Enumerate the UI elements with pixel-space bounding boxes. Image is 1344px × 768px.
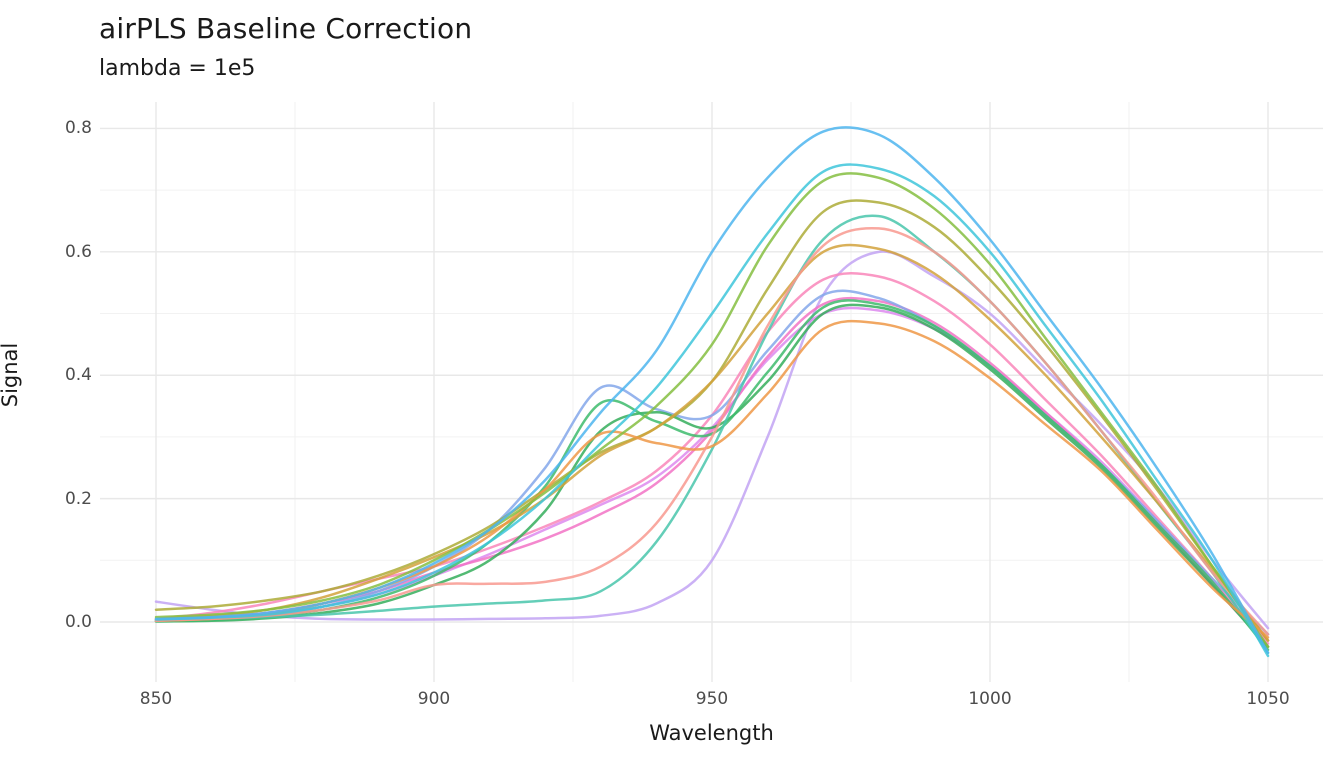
series-line-salmon — [154, 226, 1270, 636]
y-tick-label-0.6: 0.6 — [64, 241, 92, 262]
y-tick-label-0.2: 0.2 — [64, 488, 92, 509]
series-line-yellowgreen — [154, 172, 1270, 648]
x-tick-label-1050: 1050 — [1246, 689, 1290, 709]
series-line-lavender — [154, 250, 1270, 630]
chart-subtitle: lambda = 1e5 — [99, 56, 256, 81]
y-tick-label-0.0: 0.0 — [64, 612, 92, 632]
series-line-gold — [154, 243, 1270, 642]
x-axis-title: Wavelength — [649, 721, 774, 745]
x-tick-label-1000: 1000 — [968, 689, 1012, 709]
y-tick-label-0.4: 0.4 — [64, 365, 92, 386]
y-axis-title: Signal — [0, 342, 22, 408]
x-tick-label-900: 900 — [417, 689, 451, 709]
series-line-cyan — [154, 163, 1270, 658]
series-line-blue — [154, 126, 1270, 655]
chart-title: airPLS Baseline Correction — [99, 12, 473, 45]
series-line-olive — [154, 199, 1270, 642]
x-tick-label-950: 950 — [695, 689, 729, 709]
series-line-seagreen — [154, 299, 1270, 652]
y-tick-label-0.8: 0.8 — [64, 118, 92, 139]
x-tick-label-850: 850 — [139, 689, 173, 709]
